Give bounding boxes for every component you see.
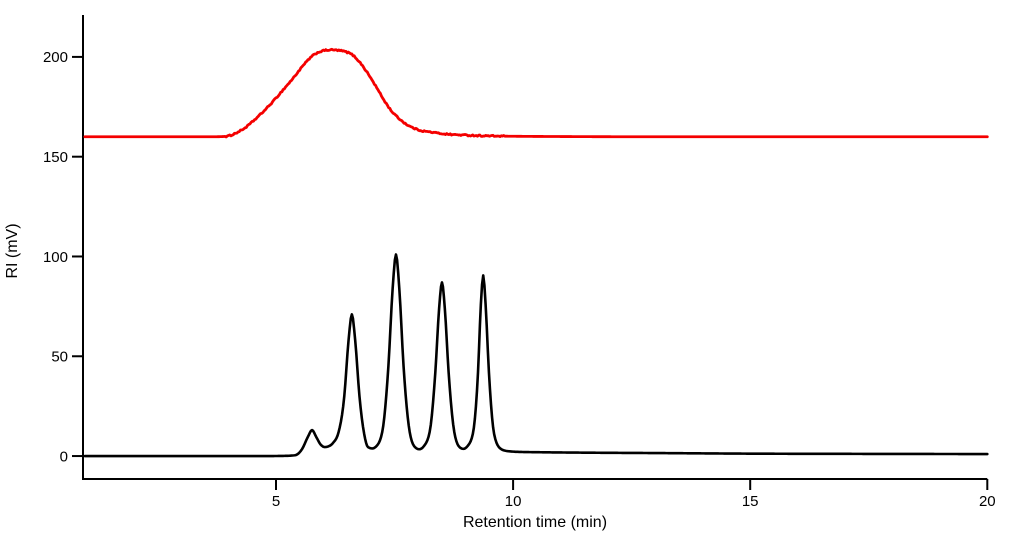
- y-tick-label: 0: [60, 448, 68, 465]
- x-axis-label: Retention time (min): [463, 514, 607, 531]
- y-axis-label: RI (mV): [4, 223, 21, 278]
- plot-layer: 0 50 100 150 200 5 10 15 20: [43, 15, 996, 510]
- x-tick-label: 5: [272, 493, 280, 510]
- series-oligomer-peaks-trace: [83, 253, 989, 458]
- series-broad-polymer-trace: [83, 47, 989, 139]
- x-tick-label: 20: [979, 493, 996, 510]
- x-tick-label: 10: [505, 493, 522, 510]
- y-tick-label: 150: [43, 149, 68, 166]
- y-tick-label: 200: [43, 49, 68, 66]
- x-tick-label: 15: [742, 493, 759, 510]
- axes-lines: [82, 15, 988, 480]
- y-tick-label: 50: [51, 349, 68, 366]
- y-tick-label: 100: [43, 249, 68, 266]
